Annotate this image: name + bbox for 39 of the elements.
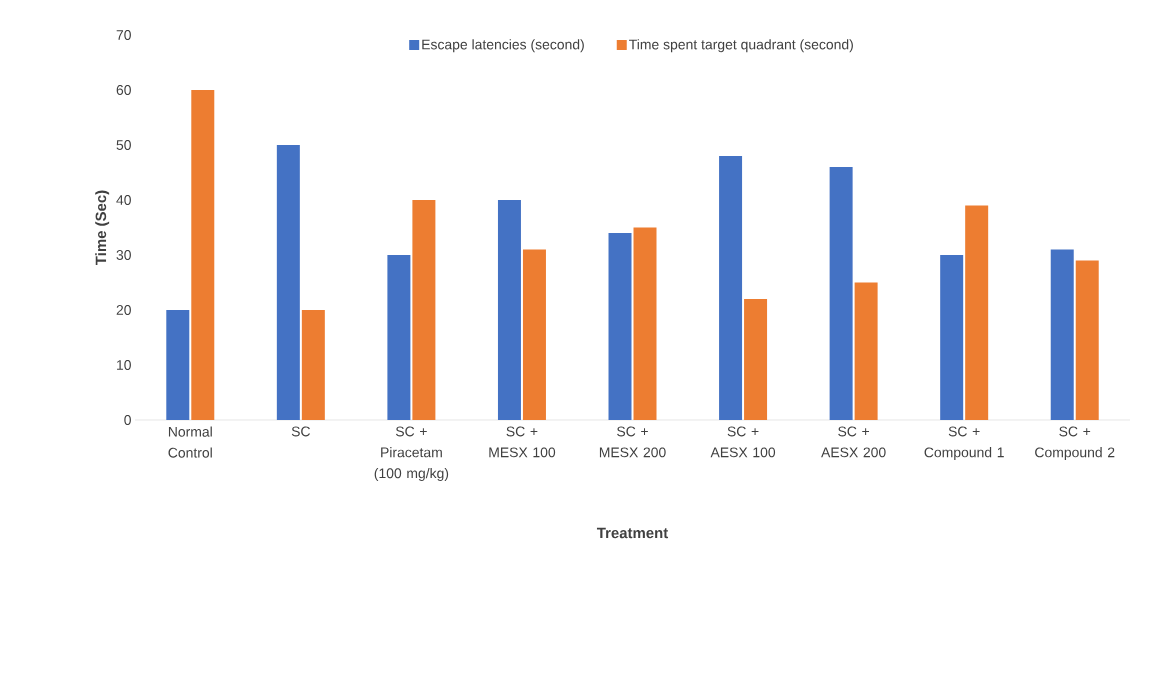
bar: [633, 227, 657, 420]
y-tick-label: 40: [116, 195, 131, 205]
x-tick-label: SC + AESX 100: [710, 426, 776, 458]
x-tick-label: SC + MESX 200: [599, 426, 666, 458]
y-tick-label: 30: [116, 250, 131, 260]
bar: [1075, 260, 1099, 420]
bar: [854, 282, 878, 420]
y-tick-label: 60: [116, 85, 131, 95]
bar: [965, 205, 989, 420]
x-tick-label: SC: [291, 426, 311, 437]
bar: [608, 232, 632, 420]
bar: [744, 298, 768, 420]
x-axis-title: Treatment: [596, 527, 669, 539]
bar: [940, 254, 964, 420]
bar: [191, 89, 215, 420]
bar: [166, 309, 190, 420]
y-tick-label: 20: [116, 305, 131, 315]
legend-label: Escape latencies (second): [422, 39, 584, 53]
y-tick-label: 10: [117, 360, 131, 370]
y-tick-label: 50: [116, 140, 131, 150]
x-tick-label: SC + MESX 100: [489, 426, 556, 458]
x-tick-label: SC + Compound 1: [924, 426, 1004, 461]
bar: [276, 144, 300, 420]
bar: [301, 309, 325, 420]
bar: [719, 155, 743, 420]
bar: [829, 166, 853, 420]
x-tick-label: SC + Piracetam (100 mg/kg): [374, 426, 449, 481]
y-tick-label: 0: [124, 415, 131, 425]
x-tick-label: Normal Control: [168, 426, 212, 458]
x-tick-label: SC + AESX 200: [821, 426, 886, 458]
bar: [412, 199, 436, 420]
y-axis-title: Time (Sec): [95, 190, 110, 265]
x-tick-label: SC + Compound 2: [1035, 426, 1115, 461]
legend-label: Time spent target quadrant (second): [629, 39, 853, 53]
bar: [522, 249, 546, 420]
bar: [387, 254, 411, 420]
y-tick-label: 70: [116, 30, 131, 40]
bar: [1050, 249, 1074, 420]
bar: [497, 199, 521, 420]
